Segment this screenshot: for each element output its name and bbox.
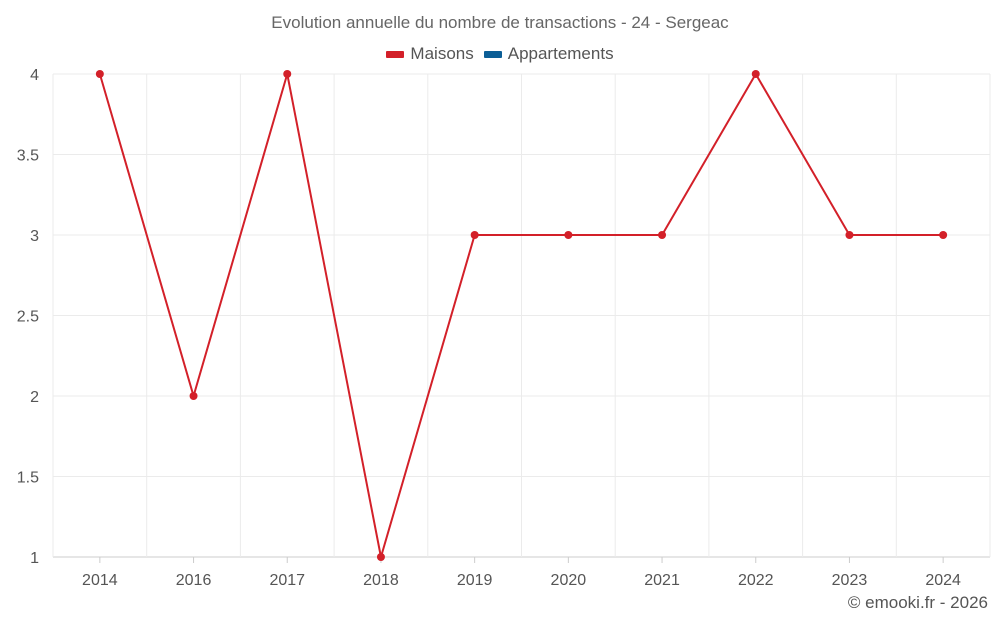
- y-tick-label: 1.5: [17, 470, 39, 487]
- legend: Maisons Appartements: [0, 44, 1000, 64]
- data-point-maisons: [189, 392, 198, 400]
- legend-item-maisons[interactable]: Maisons: [386, 44, 474, 64]
- credit-text: © emooki.fr - 2026: [847, 593, 988, 612]
- legend-swatch-appartements: [483, 50, 502, 58]
- legend-swatch-maisons: [386, 50, 405, 58]
- data-point-maisons: [470, 231, 479, 239]
- data-point-maisons: [939, 231, 948, 239]
- y-tick-label: 2.5: [17, 309, 39, 326]
- chart-title: Evolution annuelle du nombre de transact…: [271, 13, 729, 32]
- data-point-maisons: [751, 70, 760, 78]
- data-point-maisons: [376, 553, 385, 561]
- x-tick-label: 2019: [457, 572, 493, 589]
- y-tick-label: 3.5: [17, 148, 39, 165]
- data-point-maisons: [845, 231, 854, 239]
- data-point-maisons: [95, 70, 104, 78]
- x-tick-label: 2024: [925, 572, 961, 589]
- x-tick-label: 2017: [269, 572, 305, 589]
- data-point-maisons: [564, 231, 573, 239]
- x-tick-label: 2014: [82, 572, 118, 589]
- x-tick-label: 2016: [176, 572, 212, 589]
- legend-item-appartements[interactable]: Appartements: [483, 44, 614, 64]
- y-tick-label: 3: [30, 228, 39, 245]
- data-point-maisons: [283, 70, 292, 78]
- x-tick-label: 2020: [551, 572, 587, 589]
- y-tick-label: 2: [30, 389, 39, 406]
- x-tick-label: 2021: [644, 572, 680, 589]
- x-tick-label: 2023: [832, 572, 868, 589]
- x-tick-label: 2022: [738, 572, 774, 589]
- y-tick-label: 4: [30, 67, 39, 84]
- x-tick-label: 2018: [363, 572, 399, 589]
- series-line-maisons: [98, 73, 944, 558]
- legend-label-maisons: Maisons: [410, 44, 474, 63]
- data-point-maisons: [658, 231, 667, 239]
- y-tick-label: 1: [30, 550, 39, 567]
- legend-label-appartements: Appartements: [507, 44, 614, 63]
